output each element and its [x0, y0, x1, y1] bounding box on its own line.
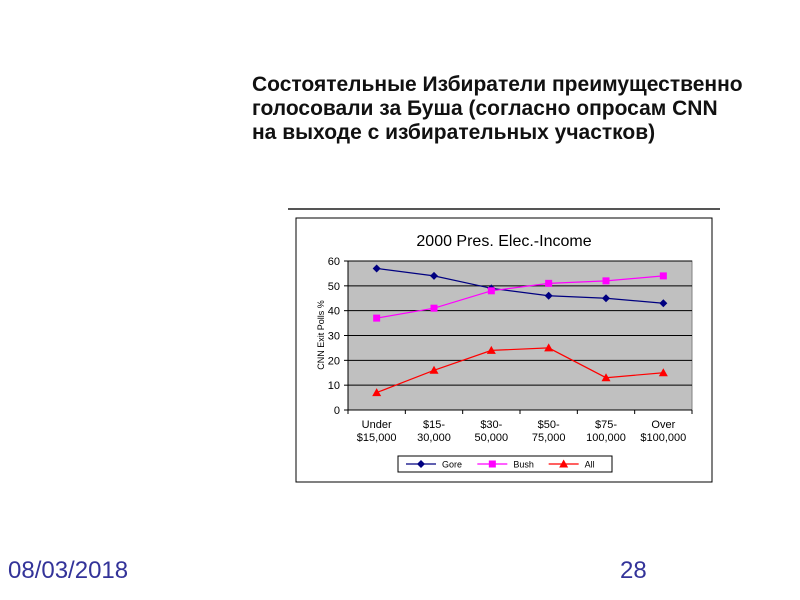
chart-title: 2000 Pres. Elec.-Income — [416, 233, 591, 250]
x-tick-label: $50- — [538, 419, 560, 431]
series-line-gore — [376, 267, 664, 304]
x-tick-label: $15- — [423, 419, 445, 431]
data-point-all — [601, 373, 611, 382]
x-tick-label: 30,000 — [417, 432, 451, 444]
y-tick-label: 40 — [328, 306, 340, 318]
x-tick-label: $15,000 — [357, 432, 397, 444]
income-line-chart: 2000 Pres. Elec.-Income CNN Exit Polls %… — [295, 217, 713, 483]
legend-label-all: All — [585, 460, 595, 470]
y-tick-label: 50 — [328, 281, 340, 293]
data-point-all — [658, 368, 668, 377]
slide-page-number: 28 — [620, 557, 647, 584]
data-point-gore — [544, 291, 553, 300]
data-point-gore — [372, 264, 381, 273]
plot-layer: 0 10 20 30 40 50 60 Under$15,000 $15-30,000 $30-5… — [328, 256, 693, 444]
legend-label-bush: Bush — [513, 460, 534, 470]
slide-date: 08/03/2018 — [8, 557, 129, 584]
x-tick-label: Under — [362, 419, 392, 431]
legend-marker-gore — [417, 460, 425, 468]
chart-legend: Gore Bush All — [397, 455, 613, 473]
x-tick-label: 100,000 — [586, 432, 626, 444]
series-line-bush — [376, 275, 664, 319]
y-tick-label: 60 — [328, 256, 340, 268]
slide-title-line-3: на выходе с избирательных участков) — [252, 121, 656, 144]
legend-marker-bush — [488, 460, 496, 468]
y-tick-label: 10 — [328, 380, 340, 392]
x-tick-label: $75- — [595, 419, 617, 431]
slide-title-line-2: голосовали за Буша (согласно опросам CNN — [252, 97, 718, 120]
chart-frame: 2000 Pres. Elec.-Income CNN Exit Polls %… — [288, 208, 720, 488]
data-point-all — [486, 345, 496, 354]
data-point-gore — [659, 299, 668, 308]
data-point-bush — [487, 287, 495, 295]
y-tick-label: 0 — [334, 405, 340, 417]
legend-marker-all — [559, 459, 569, 468]
x-tick-label: $30- — [480, 419, 502, 431]
data-point-all — [372, 388, 382, 397]
legend-label-gore: Gore — [442, 460, 462, 470]
y-tick-label: 20 — [328, 355, 340, 367]
data-point-bush — [602, 277, 610, 285]
data-point-bush — [373, 314, 381, 322]
data-point-gore — [602, 294, 610, 303]
data-point-bush — [545, 279, 553, 287]
y-tick-label: 30 — [328, 331, 340, 343]
x-tick-label: $100,000 — [640, 432, 686, 444]
x-tick-label: 75,000 — [532, 432, 566, 444]
data-point-all — [544, 343, 554, 352]
data-point-bush — [659, 272, 667, 280]
data-point-gore — [430, 271, 438, 280]
slide-title-line-1: Состоятельные Избиратели преимущественно — [252, 73, 743, 96]
data-point-bush — [430, 304, 438, 312]
x-tick-label: 50,000 — [475, 432, 509, 444]
slide-title: Состоятельные Избиратели преимущественно… — [252, 73, 772, 145]
data-point-all — [429, 365, 439, 374]
y-axis-label: CNN Exit Polls % — [316, 300, 326, 370]
x-tick-label: Over — [651, 419, 675, 431]
series-line-all — [376, 347, 664, 394]
